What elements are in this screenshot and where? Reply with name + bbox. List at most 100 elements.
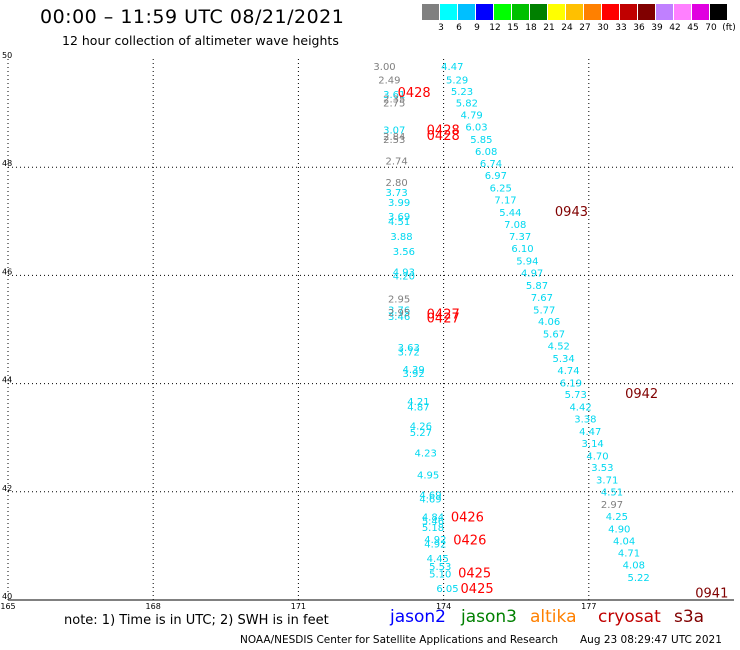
color-swatch [440, 4, 457, 20]
swh-label: 4.47 [579, 427, 601, 438]
time-label: 0428 [427, 124, 460, 139]
color-swatch [422, 4, 439, 20]
swh-label: 3.69 [388, 212, 410, 223]
swh-label: 5.53 [429, 562, 451, 573]
swh-label: 3.72 [398, 347, 420, 358]
swh-label: 6.08 [475, 147, 497, 158]
swh-label: 3.71 [596, 476, 618, 487]
x-tick-label: 174 [436, 602, 451, 611]
swh-label: 3.00 [373, 62, 395, 73]
swh-label: 2.84 [383, 132, 405, 143]
swh-label: 4.42 [569, 403, 591, 414]
time-label: 0425 [458, 566, 491, 581]
swh-label: 4.90 [608, 524, 630, 535]
color-swatch [638, 4, 655, 20]
footnote: note: 1) Time is in UTC; 2) SWH is in fe… [64, 613, 329, 628]
swh-label: 2.95 [388, 308, 410, 319]
plot-frame [7, 59, 734, 601]
time-label: 0427 [427, 308, 460, 323]
x-tick-label: 168 [146, 602, 161, 611]
color-swatch [620, 4, 637, 20]
color-scale-label: 6 [456, 23, 462, 33]
swh-label: 4.92 [424, 535, 446, 546]
swh-label: 6.97 [485, 171, 507, 182]
swh-label: 4.20 [393, 272, 415, 283]
swh-label: 4.71 [618, 549, 640, 560]
swh-label: 2.80 [386, 178, 408, 189]
swh-label: 5.82 [456, 99, 478, 110]
color-scale-label: 15 [507, 23, 519, 33]
swh-label: 3.99 [388, 198, 410, 209]
swh-label: 5.10 [429, 569, 451, 580]
swh-label: 5.34 [553, 354, 575, 365]
swh-label: 4.70 [586, 451, 608, 462]
swh-label: 6.19 [560, 378, 582, 389]
time-label: 0943 [555, 205, 588, 220]
swh-label: 6.03 [465, 122, 487, 133]
y-tick-label: 50 [2, 51, 12, 60]
swh-label: 4.92 [424, 540, 446, 551]
color-swatch [548, 4, 565, 20]
swh-label: 2.74 [386, 156, 408, 167]
swh-label: 4.51 [388, 217, 410, 228]
swh-label: 2.35 [383, 94, 405, 105]
satellite-name: s3a [674, 607, 705, 627]
chart-subtitle: 12 hour collection of altimeter wave hei… [62, 33, 339, 48]
x-tick-label: 165 [0, 602, 15, 611]
color-scale-label: 42 [669, 23, 681, 33]
swh-label: 5.27 [410, 428, 432, 439]
satellite-name: jason3 [461, 607, 517, 627]
swh-label: 4.69 [419, 495, 441, 506]
swh-label: 5.23 [451, 87, 473, 98]
color-swatch [530, 4, 547, 20]
satellite-name: cryosat [598, 607, 661, 627]
swh-label: 4.04 [613, 536, 635, 547]
swh-label: 3.14 [582, 439, 604, 450]
color-scale-label: 12 [489, 23, 501, 33]
color-scale-label: 33 [615, 23, 627, 33]
swh-label: 3.61 [383, 90, 405, 101]
chart-title: 00:00 – 11:59 UTC 08/21/2021 [40, 6, 345, 28]
swh-label: 3.88 [390, 232, 412, 243]
swh-label: 4.45 [427, 554, 449, 565]
swh-label: 4.95 [417, 470, 439, 481]
swh-label: 6.74 [480, 159, 502, 170]
swh-label: 4.26 [410, 422, 432, 433]
satellite-name: jason2 [390, 607, 446, 627]
color-scale-label: 18 [525, 23, 537, 33]
grid-lines [8, 59, 734, 600]
swh-label: 4.21 [407, 397, 429, 408]
color-swatch [656, 4, 673, 20]
swh-label: 5.44 [499, 208, 521, 219]
swh-label: 3.56 [393, 247, 415, 258]
swh-label: 4.06 [538, 317, 560, 328]
y-tick-label: 48 [2, 159, 12, 168]
swh-label: 3.07 [383, 126, 405, 137]
color-scale-label: 21 [543, 23, 555, 33]
swh-label: 4.52 [548, 342, 570, 353]
swh-label: 2.49 [378, 75, 400, 86]
credit-line: NOAA/NESDIS Center for Satellite Applica… [240, 634, 558, 646]
color-scale-label: 9 [474, 23, 480, 33]
swh-label: 5.94 [516, 257, 538, 268]
swh-label: 4.87 [407, 403, 429, 414]
color-scale-label: 27 [579, 23, 591, 33]
x-tick-label: 171 [291, 602, 306, 611]
color-scale-label: 70 [705, 23, 717, 33]
swh-label: 7.67 [531, 293, 553, 304]
y-tick-label: 46 [2, 267, 12, 276]
swh-label: 5.67 [543, 330, 565, 341]
time-label: 0428 [398, 86, 431, 101]
swh-label: 2.75 [383, 99, 405, 110]
swh-label: 3.63 [398, 343, 420, 354]
swh-label: 6.05 [436, 584, 458, 595]
satellite-name: altika [530, 607, 577, 627]
swh-label: 4.84 [422, 512, 444, 523]
swh-label: 7.37 [509, 232, 531, 243]
swh-label: 3.73 [386, 188, 408, 199]
color-swatch [674, 4, 691, 20]
color-swatch [512, 4, 529, 20]
swh-label: 5.22 [628, 573, 650, 584]
time-label: 0941 [695, 586, 728, 601]
